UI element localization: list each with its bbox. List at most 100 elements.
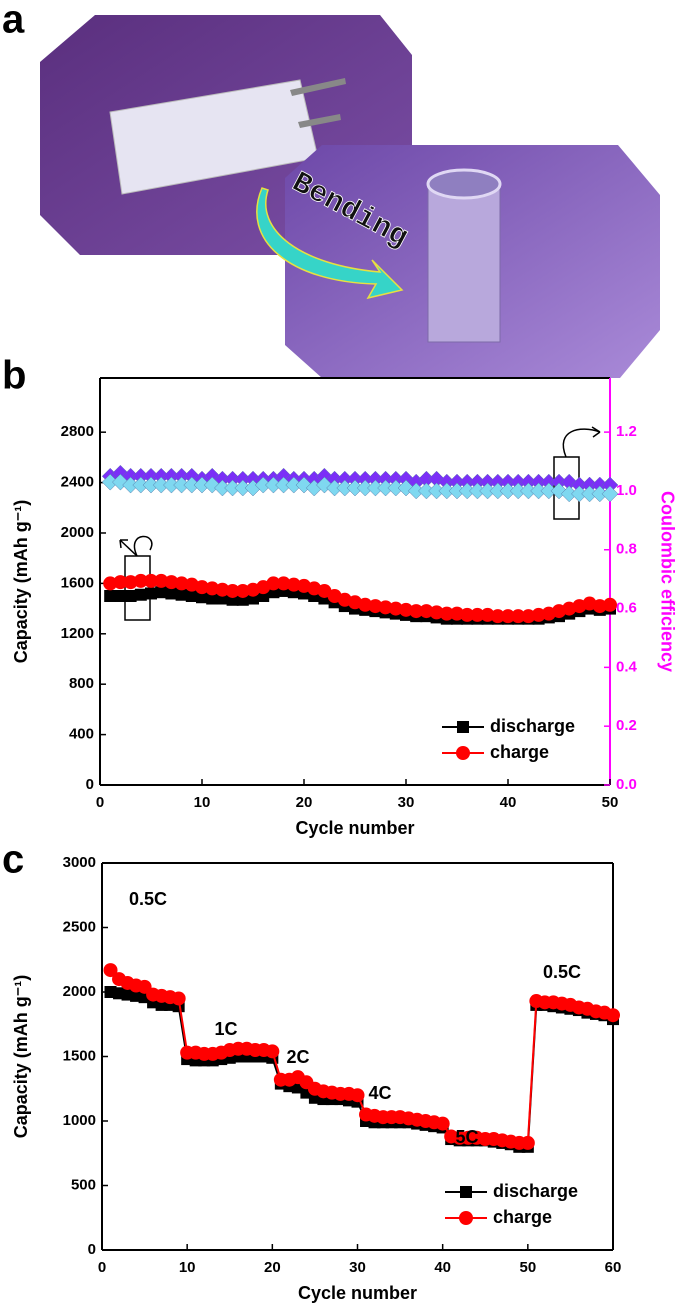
tab (298, 114, 341, 128)
marker (460, 607, 475, 622)
marker (174, 576, 189, 591)
y-tick-label: 0 (88, 1241, 96, 1258)
y2-tick-label: 0.2 (616, 717, 637, 734)
legend-marker (457, 721, 469, 733)
y-tick-label: 2400 (61, 474, 94, 491)
marker (185, 589, 198, 602)
marker (171, 991, 186, 1006)
annotation: 5C (455, 1127, 478, 1147)
marker (378, 600, 393, 615)
marker (490, 609, 505, 624)
marker (205, 581, 220, 596)
x-tick-label: 20 (264, 1259, 281, 1276)
y-tick-label: 0 (86, 776, 94, 793)
annotation: 0.5C (129, 889, 167, 909)
marker (144, 573, 158, 588)
rolled-cell (427, 181, 501, 343)
marker (266, 576, 281, 591)
x-tick-label: 30 (398, 794, 415, 811)
annotation: 4C (368, 1083, 391, 1103)
marker (429, 605, 444, 620)
marker (601, 485, 619, 503)
marker (265, 1044, 280, 1059)
marker (419, 604, 434, 619)
marker (358, 597, 373, 612)
marker (435, 1116, 450, 1131)
y2-axis-label: Coulombic efficiency (657, 491, 677, 672)
x-tick-label: 60 (605, 1259, 622, 1276)
y2-tick-label: 1.2 (616, 423, 637, 440)
marker (155, 586, 168, 599)
marker (501, 609, 515, 624)
marker (286, 577, 301, 592)
x-tick-label: 0 (96, 794, 104, 811)
y-tick-label: 3000 (63, 854, 96, 871)
legend-marker (460, 1186, 472, 1198)
y-tick-label: 2800 (61, 423, 94, 440)
marker (520, 1135, 535, 1150)
y-tick-label: 2000 (63, 983, 96, 1000)
legend-marker (456, 746, 470, 760)
y-tick-label: 1000 (63, 1112, 96, 1129)
marker (195, 580, 209, 595)
marker (276, 576, 291, 591)
axis-arrow (133, 535, 153, 557)
x-tick-label: 0 (98, 1259, 106, 1276)
axis-arrow (562, 426, 601, 458)
marker (592, 599, 607, 614)
legend-label: discharge (493, 1181, 578, 1201)
x-tick-label: 40 (500, 794, 517, 811)
marker (439, 606, 454, 621)
y-tick-label: 400 (69, 726, 94, 743)
photo-panel: Bending (40, 15, 660, 378)
marker (206, 592, 219, 605)
legend-marker (459, 1211, 473, 1225)
marker (368, 599, 383, 614)
marker (606, 1008, 620, 1023)
marker (133, 573, 148, 588)
legend-label: charge (493, 1207, 552, 1227)
x-tick-label: 10 (194, 794, 211, 811)
x-tick-label: 30 (349, 1259, 366, 1276)
marker (134, 588, 147, 601)
x-tick-label: 10 (179, 1259, 196, 1276)
marker (103, 963, 118, 978)
y-tick-label: 1600 (61, 574, 94, 591)
marker (123, 575, 138, 590)
y-tick-label: 1200 (61, 625, 94, 642)
y-tick-label: 2000 (61, 524, 94, 541)
marker (450, 606, 464, 621)
marker (521, 609, 536, 624)
marker (114, 589, 127, 602)
marker (175, 588, 188, 601)
bend-arrow (256, 187, 404, 300)
annotation: 1C (214, 1019, 237, 1039)
marker (164, 575, 179, 590)
marker (470, 607, 485, 622)
marker (409, 604, 424, 619)
tab (290, 78, 346, 96)
y-tick-label: 2500 (63, 918, 96, 935)
marker (104, 589, 117, 602)
y-axis-label: Capacity (mAh g⁻¹) (11, 500, 31, 664)
y-tick-label: 1500 (63, 1047, 96, 1064)
x-tick-label: 50 (519, 1259, 536, 1276)
marker (124, 589, 137, 602)
axis-arrow-head (119, 539, 138, 557)
y2-tick-label: 0.0 (616, 776, 637, 793)
marker (165, 587, 178, 600)
marker (603, 597, 617, 612)
marker (145, 587, 157, 600)
y2-tick-label: 1.0 (616, 482, 637, 499)
marker (350, 1088, 365, 1103)
marker (113, 575, 128, 590)
marker (531, 607, 546, 622)
x-tick-label: 50 (602, 794, 619, 811)
y2-tick-label: 0.6 (616, 600, 637, 617)
annotation: 0.5C (543, 962, 581, 982)
legend-label: charge (490, 742, 549, 762)
marker (399, 602, 413, 617)
y-tick-label: 800 (69, 675, 94, 692)
y-axis-label: Capacity (mAh g⁻¹) (11, 975, 31, 1139)
